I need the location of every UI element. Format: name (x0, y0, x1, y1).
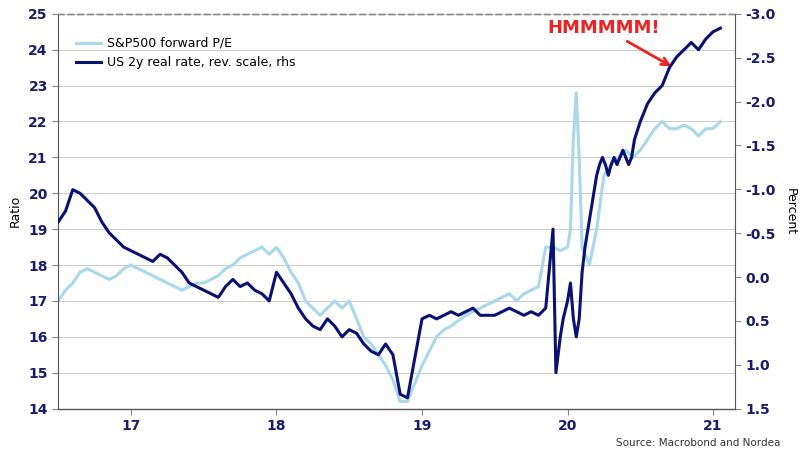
Y-axis label: Ratio: Ratio (8, 195, 22, 228)
Y-axis label: Percent: Percent (783, 187, 797, 235)
Text: Source: Macrobond and Nordea: Source: Macrobond and Nordea (617, 438, 781, 448)
Text: HMMMMM!: HMMMMM! (547, 19, 669, 65)
Legend: S&P500 forward P/E, US 2y real rate, rev. scale, rhs: S&P500 forward P/E, US 2y real rate, rev… (71, 32, 301, 74)
